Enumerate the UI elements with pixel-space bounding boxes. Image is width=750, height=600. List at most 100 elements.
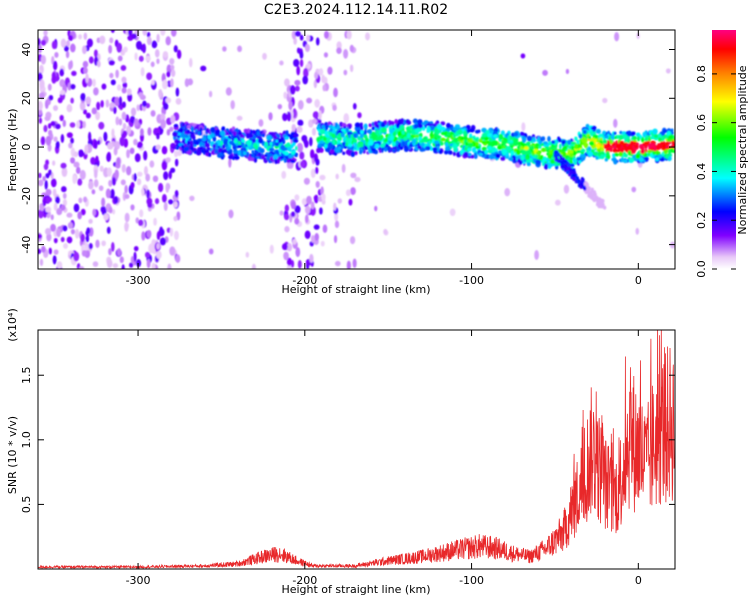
spectrogram-cell	[95, 239, 100, 248]
spectrogram-cell	[135, 40, 143, 50]
spectrogram-cell	[189, 140, 194, 147]
spectrogram-cell	[175, 146, 180, 150]
spectrogram-cell	[541, 136, 546, 141]
spectrogram-cell	[209, 90, 213, 98]
spectrogram-cell	[189, 133, 195, 139]
spectrogram-cell	[108, 44, 113, 54]
spectrogram-cell	[448, 150, 453, 155]
spectrogram-cell	[228, 209, 234, 219]
spectrogram-cell	[55, 140, 60, 149]
spectrogram-cell	[135, 259, 142, 268]
colorbar-label: Normalized spectral amplitude	[736, 65, 749, 234]
spectrogram-cell	[45, 206, 52, 213]
spectrogram-cell	[537, 136, 541, 143]
spectrogram-cell	[38, 72, 43, 82]
spectrogram-cell	[51, 71, 56, 81]
spectrogram-cell	[598, 133, 604, 139]
spectrogram-x-label: Height of straight line (km)	[281, 283, 430, 296]
spectrogram-cell	[429, 145, 433, 152]
spectrogram-cell	[38, 92, 45, 100]
spectrogram-cell	[397, 130, 402, 137]
spectrogram-cell	[43, 30, 48, 36]
spectrogram-cell	[151, 40, 158, 49]
spectrogram-cell	[116, 84, 122, 91]
spectrogram-cell	[602, 97, 608, 104]
spectrogram-cell	[138, 219, 144, 227]
spectrogram-cell	[592, 190, 597, 195]
spectrogram-cell	[642, 131, 647, 138]
spectrogram-cell	[513, 132, 519, 137]
spectrogram-cell	[98, 185, 104, 191]
spectrogram-cell	[70, 229, 75, 235]
spectrogram-cell	[39, 258, 44, 267]
spectrogram-cell	[122, 191, 127, 202]
x-tick-label: -300	[126, 574, 151, 587]
spectrogram-cell	[77, 178, 83, 186]
spectrogram-cell	[657, 154, 663, 159]
spectrogram-cell	[654, 134, 659, 139]
spectrogram-cell	[380, 146, 384, 153]
spectrogram-cell	[668, 134, 673, 140]
spectrogram-cell	[201, 137, 207, 142]
spectrogram-cell	[508, 157, 514, 161]
spectrogram-cell	[339, 121, 344, 127]
spectrogram-cell	[59, 89, 66, 96]
spectrogram-cell	[165, 97, 172, 104]
spectrogram-cell	[48, 247, 52, 255]
spectrogram-cell	[163, 171, 169, 181]
spectrogram-cell	[481, 140, 487, 145]
spectrogram-cell	[122, 130, 128, 137]
spectrogram-cell	[85, 112, 91, 119]
spectrogram-cell	[629, 148, 635, 153]
spectrogram-cell	[38, 233, 42, 239]
spectrogram-cell	[572, 173, 576, 178]
spectrogram-cell	[525, 149, 532, 156]
spectrogram-cell	[111, 241, 115, 252]
spectrogram-cell	[292, 238, 297, 245]
spectrogram-cell	[121, 76, 127, 84]
spectrogram-cell	[161, 193, 167, 203]
spectrogram-cell	[303, 67, 309, 78]
spectrogram-cell	[146, 36, 152, 46]
spectrogram-cell	[76, 120, 81, 129]
spectrogram-cell	[134, 52, 138, 61]
spectrogram-cell	[473, 151, 477, 158]
spectrogram-cell	[583, 142, 589, 149]
spectrogram-cell	[572, 176, 576, 181]
spectrogram-cell	[534, 250, 539, 260]
spectrogram-cell	[321, 74, 326, 84]
spectrogram-cell	[94, 139, 98, 149]
spectrogram-cell	[230, 100, 235, 110]
spectrogram-cell	[243, 128, 248, 133]
spectrogram-cell	[93, 179, 99, 188]
spectrogram-cell	[45, 188, 52, 196]
spectrogram-cell	[640, 146, 645, 150]
spectrogram-cell	[279, 60, 284, 66]
spectrogram-cell	[334, 212, 339, 222]
spectrogram-cell	[380, 122, 386, 128]
spectrogram-cell	[53, 105, 59, 111]
spectrogram-cell	[103, 131, 108, 142]
spectrogram-cell	[652, 128, 658, 135]
spectrogram-cell	[295, 145, 298, 151]
spectrogram-cell	[315, 158, 320, 166]
spectrogram-cell	[251, 129, 256, 134]
spectrogram-cell	[492, 134, 499, 138]
spectrogram-cell	[249, 157, 255, 162]
spectrogram-cell	[400, 118, 405, 124]
spectrogram-cell	[88, 131, 92, 142]
spectrogram-cell	[332, 140, 336, 145]
spectrogram-cell	[40, 136, 46, 146]
spectrogram-cell	[282, 112, 288, 122]
spectrogram-cell	[78, 197, 83, 204]
spectrogram-cell	[377, 136, 383, 141]
spectrogram-cell	[306, 195, 312, 205]
spectrogram-cell	[306, 63, 311, 69]
spectrogram-cell	[418, 123, 423, 129]
spectrogram-cell	[108, 248, 112, 256]
spectrogram-cell	[181, 148, 185, 154]
spectrogram-cell	[233, 137, 238, 144]
spectrogram-cell	[72, 174, 77, 184]
spectrogram-cell	[180, 133, 187, 139]
